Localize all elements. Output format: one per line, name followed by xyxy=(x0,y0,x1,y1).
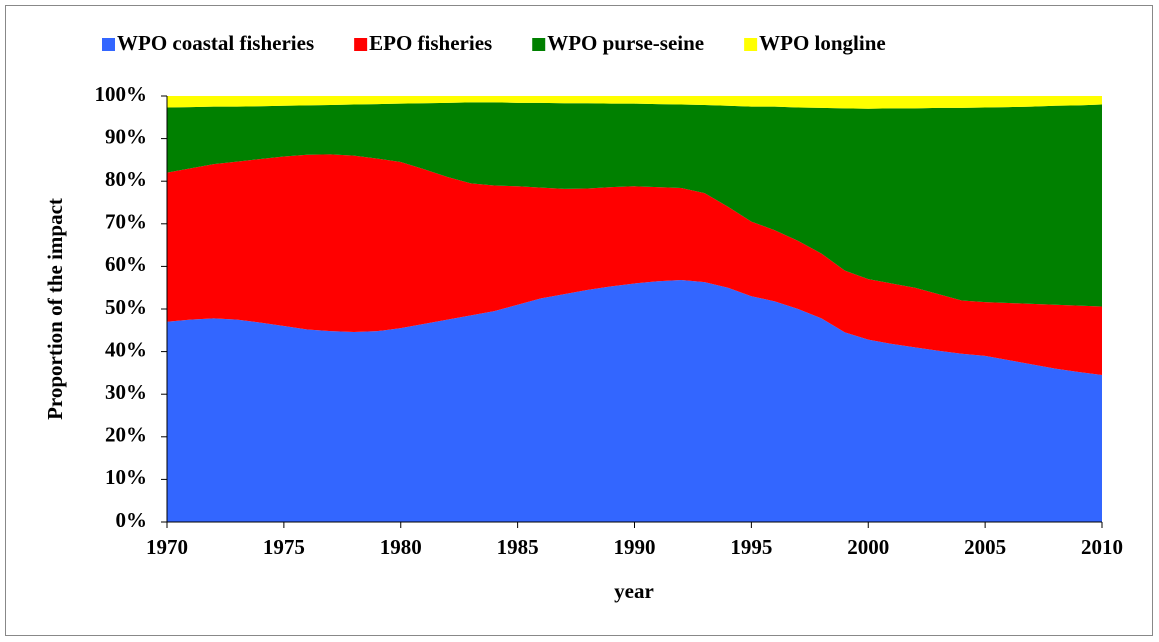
legend-label: WPO coastal fisheries xyxy=(117,31,314,55)
legend-swatch xyxy=(354,38,368,51)
y-tick-label: 30% xyxy=(105,380,147,404)
area xyxy=(167,280,1102,522)
y-tick-label: 60% xyxy=(105,252,147,276)
plot-area xyxy=(167,96,1102,522)
y-axis-title: Proportion of the impact xyxy=(43,198,67,420)
y-tick-label: 0% xyxy=(116,508,148,532)
legend-label: WPO longline xyxy=(759,31,886,55)
x-tick-label: 1980 xyxy=(380,535,422,559)
y-tick-label: 50% xyxy=(105,295,147,319)
legend: WPO coastal fisheries EPO fisheries WPO pu… xyxy=(102,31,886,55)
y-tick-label: 20% xyxy=(105,423,147,447)
x-tick-label: 1990 xyxy=(614,535,656,559)
y-tick-label: 100% xyxy=(95,82,148,106)
legend-swatch xyxy=(102,38,115,51)
y-tick-label: 80% xyxy=(105,167,147,191)
legend-label: EPO fisheries xyxy=(369,31,492,55)
legend-swatch xyxy=(744,38,758,51)
x-tick-label: 1985 xyxy=(497,535,539,559)
x-tick-label: 1970 xyxy=(146,535,188,559)
x-tick-label: 1995 xyxy=(730,535,772,559)
y-tick-label: 40% xyxy=(105,337,147,361)
x-tick-label: 1975 xyxy=(263,535,305,559)
x-tick-label: 2005 xyxy=(964,535,1006,559)
x-tick-label: 2010 xyxy=(1081,535,1123,559)
x-tick-label: 2000 xyxy=(847,535,889,559)
legend-label: WPO purse-seine xyxy=(547,31,704,55)
legend-swatch xyxy=(532,38,546,51)
y-tick-label: 90% xyxy=(105,124,147,148)
area xyxy=(167,102,1102,307)
area xyxy=(167,154,1102,376)
area xyxy=(167,96,1102,109)
y-tick-label: 70% xyxy=(105,210,147,234)
x-axis-title: year xyxy=(614,579,654,603)
y-tick-label: 10% xyxy=(105,465,147,489)
